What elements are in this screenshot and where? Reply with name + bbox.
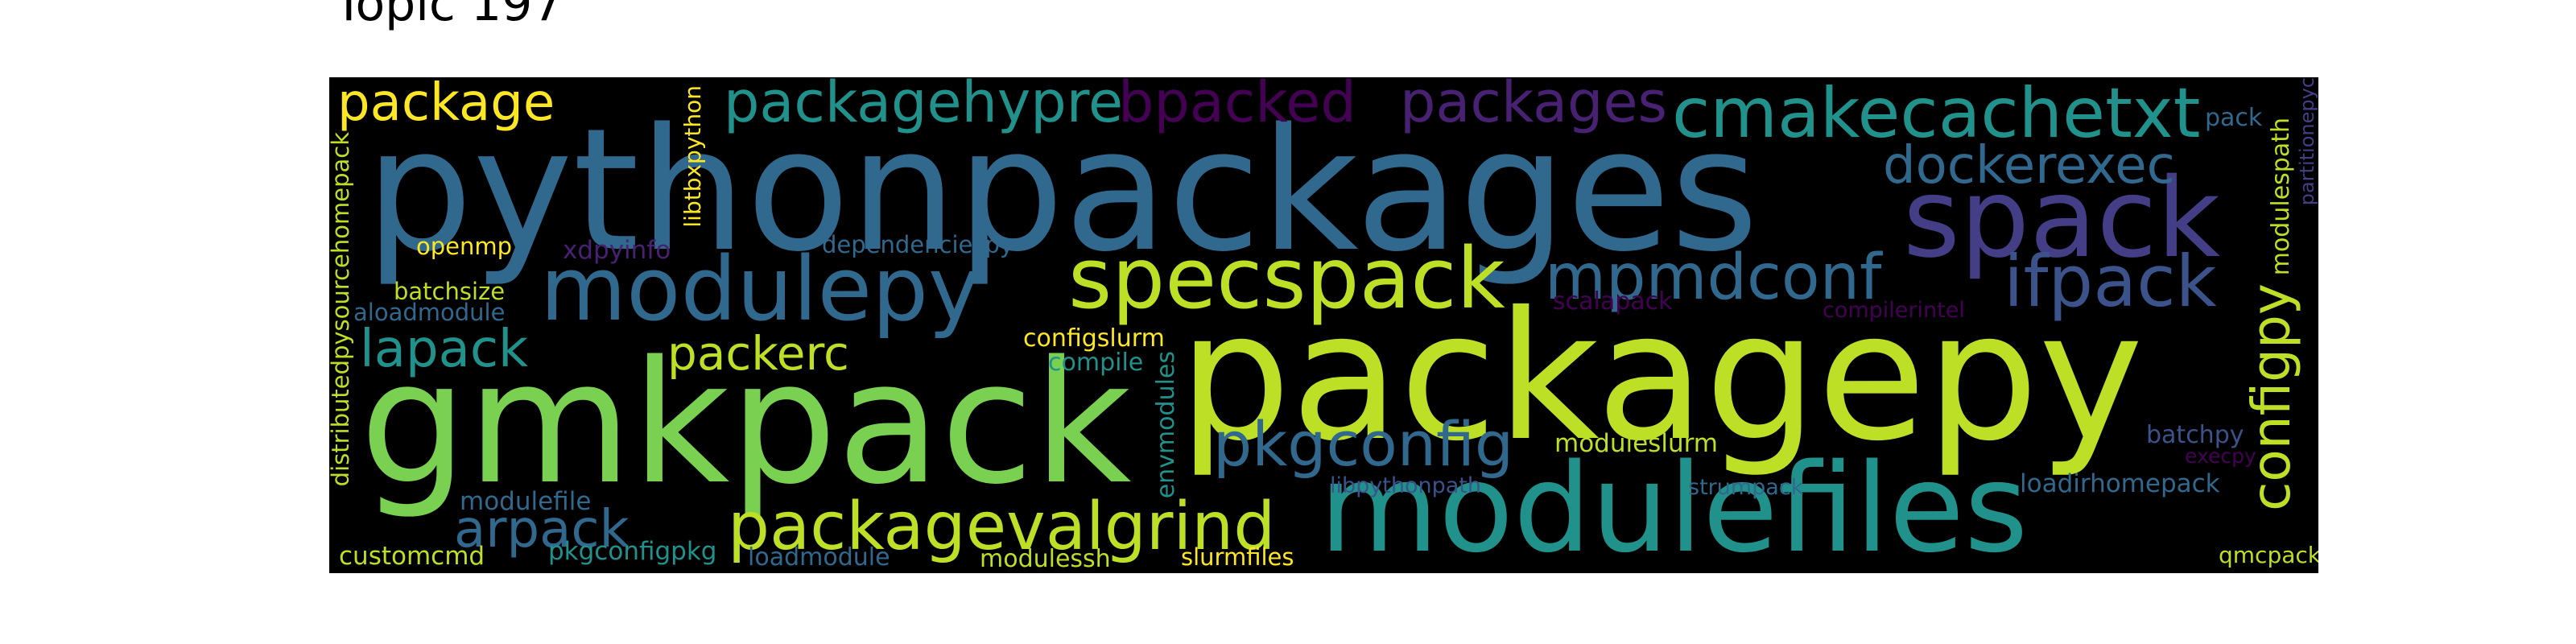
- word-lapack: lapack: [360, 320, 529, 379]
- word-loadmodule: loadmodule: [748, 543, 890, 572]
- word-modulepy: modulepy: [540, 237, 981, 341]
- word-bpacked: bpacked: [1118, 77, 1356, 135]
- word-packages: packages: [1400, 77, 1667, 135]
- word-pkgconfig: pkgconfig: [1213, 408, 1514, 480]
- word-packagevalgrind: packagevalgrind: [728, 489, 1276, 565]
- word-dockerexec: dockerexec: [1883, 136, 2175, 196]
- word-compile: compile: [1048, 349, 1144, 377]
- word-execpy: execpy: [2185, 444, 2256, 468]
- word-loadirhomepack: loadirhomepack: [2020, 469, 2220, 498]
- word-pythonpackages: pythonpackages: [365, 92, 1759, 289]
- word-customcmd: customcmd: [339, 542, 485, 571]
- word-package: package: [337, 77, 555, 133]
- word-batchsize: batchsize: [394, 278, 506, 305]
- word-specspack: specspack: [1068, 229, 1505, 328]
- word-cmakecachetxt: cmakecachetxt: [1672, 77, 2201, 154]
- wordcloud-panel: pythonpackages packagepy gmkpack modulef…: [329, 77, 2318, 573]
- word-envmodules: envmodules: [1152, 351, 1180, 499]
- word-dependenciespy: dependenciespy: [822, 231, 1014, 258]
- word-modulessh: modulessh: [980, 545, 1111, 573]
- word-slurmfiles: slurmfiles: [1181, 543, 1294, 571]
- word-mpmdconf: mpmdconf: [1545, 242, 1882, 314]
- word-pack: pack: [2205, 104, 2263, 132]
- word-pkgconfigpkg: pkgconfigpkg: [548, 537, 717, 566]
- word-spack: spack: [1903, 155, 2221, 283]
- word-distributedpysourcehomepack: distributedpysourcehomepack: [329, 132, 354, 487]
- word-ifpack: ifpack: [2004, 240, 2217, 323]
- word-scalapack: scalapack: [1553, 287, 1673, 316]
- word-packagepy: packagepy: [1179, 274, 2144, 480]
- word-strumpack: strumpack: [1688, 475, 1804, 500]
- word-moduleslurm: moduleslurm: [1554, 429, 1718, 458]
- word-modulefiles: modulefiles: [1319, 437, 2029, 573]
- word-qmcpack: qmcpack: [2219, 542, 2318, 568]
- word-partitionepyc: partitionepyc: [2296, 77, 2318, 206]
- word-modulefile: modulefile: [460, 487, 592, 516]
- word-packagehypre: packagehypre: [724, 77, 1124, 135]
- word-libtbxpython: libtbxpython: [679, 85, 706, 228]
- word-xdpyinfo: xdpyinfo: [563, 236, 671, 265]
- word-compilerintel: compilerintel: [1823, 298, 1965, 323]
- figure-title: Topic 197: [334, 0, 564, 32]
- word-modulespath: modulespath: [2267, 118, 2295, 276]
- word-batchpy: batchpy: [2146, 421, 2244, 449]
- word-libpythonpath: libpythonpath: [1330, 473, 1481, 498]
- word-openmp: openmp: [416, 233, 513, 260]
- word-arpack: arpack: [454, 500, 630, 559]
- word-packerc: packerc: [667, 326, 849, 381]
- word-aloadmodule: aloadmodule: [353, 299, 506, 326]
- word-configslurm: configslurm: [1023, 324, 1165, 353]
- word-configpy: configpy: [2240, 283, 2302, 511]
- word-gmkpack: gmkpack: [360, 324, 1132, 522]
